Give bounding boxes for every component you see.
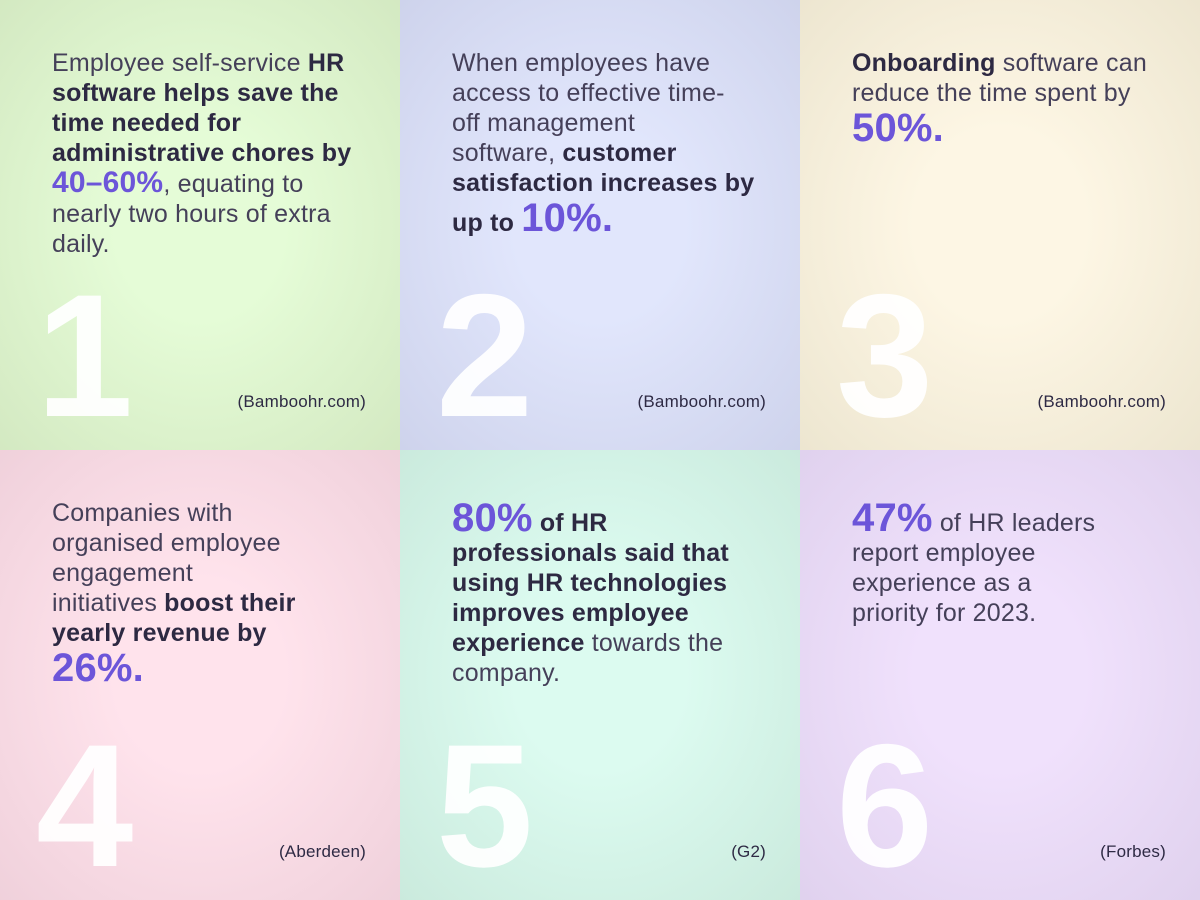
stat-text-segment: using HR technologies xyxy=(452,569,728,597)
stat-text: When employees have access to effective t… xyxy=(452,48,782,238)
stat-text-segment: customer xyxy=(562,139,677,167)
source-label: (Bamboohr.com) xyxy=(237,392,366,411)
stat-text-segment: up to xyxy=(452,209,522,237)
stat-text-segment: HR xyxy=(307,49,345,77)
stat-text-segment: Employee self-service xyxy=(52,49,308,77)
stat-card: 80% of HR professionals said that using HR… xyxy=(400,450,800,900)
card-number: 3 xyxy=(836,259,934,450)
stat-text-segment: yearly revenue by xyxy=(52,619,267,647)
stat-text-segment: of HR leaders xyxy=(932,509,1096,537)
stat-card: Employee self-service HR software helps s… xyxy=(0,0,400,450)
stat-text-segment: experience xyxy=(452,629,585,657)
stat-text-segment: towards the xyxy=(584,629,724,657)
source-label: (G2) xyxy=(731,842,766,861)
stat-text-segment: 50%. xyxy=(852,106,944,150)
card-number: 1 xyxy=(36,259,134,450)
stat-text-segment: software can xyxy=(995,49,1147,77)
stat-text-segment: 10%. xyxy=(521,196,614,240)
stat-text-segment: boost their xyxy=(164,589,296,617)
stat-text-segment: access to effective time- xyxy=(452,79,725,107)
stat-text-segment: professionals said that xyxy=(452,539,729,567)
stat-text-segment: organised employee xyxy=(52,529,281,557)
stat-text-segment: experience as a xyxy=(852,569,1032,597)
source-label: (Aberdeen) xyxy=(278,842,366,861)
stat-card: Onboarding software can reduce the time s… xyxy=(800,0,1200,450)
stat-text-segment: , equating to xyxy=(163,170,304,198)
stat-text-segment: Onboarding xyxy=(852,49,996,77)
stat-text-segment: report employee xyxy=(852,539,1036,567)
stat-text-segment: When employees have xyxy=(452,49,711,77)
stat-text-segment: improves employee xyxy=(452,599,689,627)
card-number: 4 xyxy=(36,709,134,900)
source-label: (Forbes) xyxy=(1100,842,1166,861)
stat-text-segment: engagement xyxy=(52,559,194,587)
stat-text-segment: Companies with xyxy=(52,499,233,527)
stat-card: Companies with organised employee engageme… xyxy=(0,450,400,900)
stat-text-segment: of HR xyxy=(532,509,608,537)
stat-text-segment: initiatives xyxy=(52,589,165,617)
card-number: 2 xyxy=(436,259,534,450)
stat-text-segment: time needed for xyxy=(52,109,242,137)
stat-text-segment: 80% xyxy=(452,496,533,540)
stat-text-segment: priority for 2023. xyxy=(852,599,1037,627)
stat-text-segment: software, xyxy=(452,139,563,167)
source-label: (Bamboohr.com) xyxy=(1037,392,1166,411)
stat-text: Onboarding software can reduce the time s… xyxy=(852,48,1182,148)
stat-text-segment: satisfaction increases by xyxy=(452,169,755,197)
source-label: (Bamboohr.com) xyxy=(637,392,766,411)
card-number: 5 xyxy=(436,709,534,900)
stat-text: 47% of HR leaders report employee experien… xyxy=(852,498,1182,628)
stat-text-segment: daily. xyxy=(52,230,110,258)
stat-text-segment: 47% xyxy=(852,496,933,540)
stat-text-segment: nearly two hours of extra xyxy=(52,200,331,228)
stat-text-segment: 26%. xyxy=(52,646,144,690)
stat-text: 80% of HR professionals said that using HR… xyxy=(452,498,782,688)
stat-text-segment: reduce the time spent by xyxy=(852,79,1131,107)
stat-text-segment: software helps save the xyxy=(52,79,339,107)
stat-text-segment: company. xyxy=(452,659,561,687)
stat-card: When employees have access to effective t… xyxy=(400,0,800,450)
stat-text-segment: administrative chores by xyxy=(52,139,352,167)
stat-text: Companies with organised employee engageme… xyxy=(52,498,382,688)
stat-card: 47% of HR leaders report employee experien… xyxy=(800,450,1200,900)
stat-text: Employee self-service HR software helps s… xyxy=(52,48,382,259)
card-number: 6 xyxy=(836,709,934,900)
stat-text-segment: 40–60% xyxy=(52,166,164,199)
stat-text-segment: off management xyxy=(452,109,636,137)
